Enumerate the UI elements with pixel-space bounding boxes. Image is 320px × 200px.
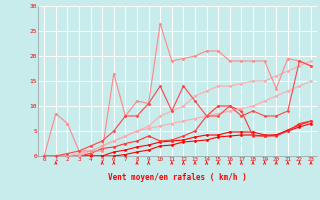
X-axis label: Vent moyen/en rafales ( km/h ): Vent moyen/en rafales ( km/h ) [108,174,247,182]
